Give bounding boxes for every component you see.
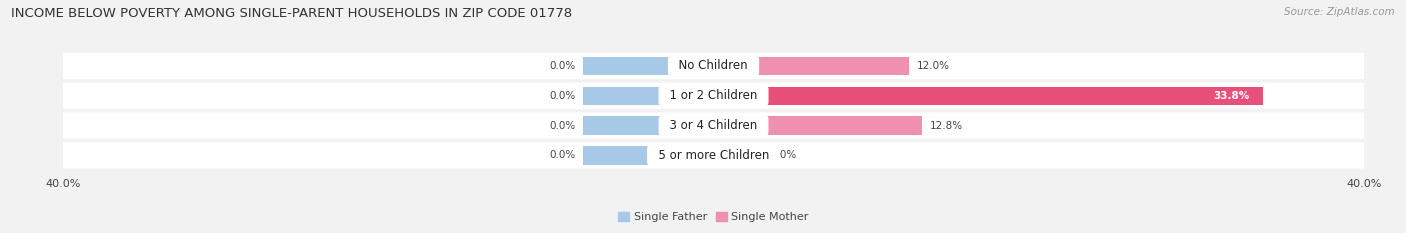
Bar <box>583 116 713 135</box>
Bar <box>713 146 762 165</box>
Text: 0.0%: 0.0% <box>550 120 575 130</box>
Legend: Single Father, Single Mother: Single Father, Single Mother <box>614 208 813 227</box>
Bar <box>583 146 713 165</box>
Text: Source: ZipAtlas.com: Source: ZipAtlas.com <box>1284 7 1395 17</box>
Text: 0.0%: 0.0% <box>770 150 797 160</box>
Text: 5 or more Children: 5 or more Children <box>651 149 776 162</box>
FancyBboxPatch shape <box>62 83 1365 109</box>
Text: INCOME BELOW POVERTY AMONG SINGLE-PARENT HOUSEHOLDS IN ZIP CODE 01778: INCOME BELOW POVERTY AMONG SINGLE-PARENT… <box>11 7 572 20</box>
Text: 3 or 4 Children: 3 or 4 Children <box>662 119 765 132</box>
Text: 1 or 2 Children: 1 or 2 Children <box>662 89 765 102</box>
Text: 12.0%: 12.0% <box>917 61 950 71</box>
Bar <box>713 86 1263 105</box>
Bar <box>583 57 713 75</box>
Bar <box>713 57 908 75</box>
Text: 0.0%: 0.0% <box>550 150 575 160</box>
Text: 0.0%: 0.0% <box>550 61 575 71</box>
FancyBboxPatch shape <box>62 113 1365 139</box>
FancyBboxPatch shape <box>62 53 1365 79</box>
Text: 0.0%: 0.0% <box>550 91 575 101</box>
FancyBboxPatch shape <box>62 142 1365 168</box>
Bar <box>583 86 713 105</box>
Text: No Children: No Children <box>672 59 755 72</box>
Text: 12.8%: 12.8% <box>929 120 963 130</box>
Text: 33.8%: 33.8% <box>1213 91 1250 101</box>
Bar <box>713 116 922 135</box>
